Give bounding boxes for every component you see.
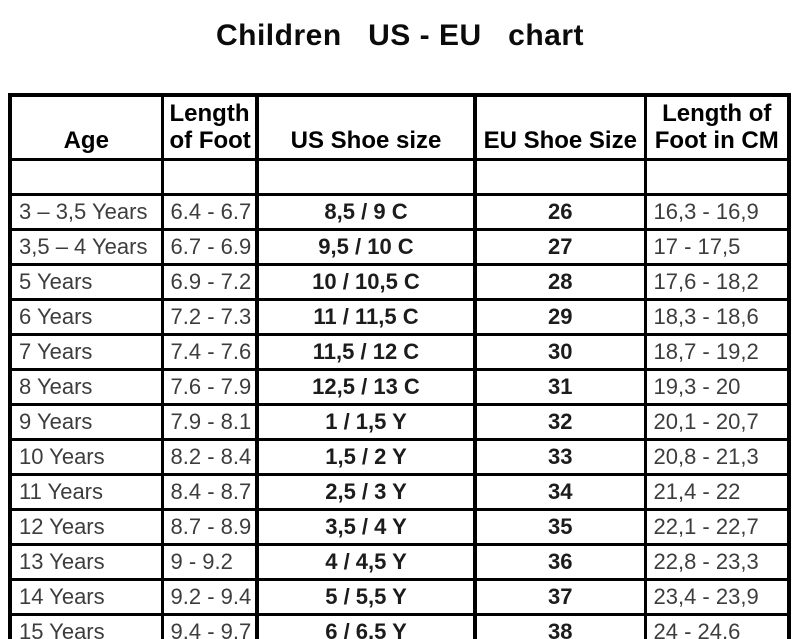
page-title: Children US - EU chart <box>215 19 585 52</box>
cell-us-size: 11,5 / 12 C <box>255 333 477 371</box>
cell-foot-cm: 21,4 - 22 <box>643 473 791 511</box>
cell-us-size: 5 / 5,5 Y <box>255 578 477 616</box>
cell-foot-cm: 18,3 - 18,6 <box>643 298 791 336</box>
cell-us-size: 8,5 / 9 C <box>255 193 477 231</box>
cell-foot-length: 9 - 9.2 <box>160 543 259 581</box>
cell-age: 15 Years <box>8 613 164 639</box>
size-chart-table: Age Length of Foot US Shoe size EU Shoe … <box>8 93 791 639</box>
table-row: 11 Years 8.4 - 8.7 2,5 / 3 Y 34 21,4 - 2… <box>8 473 791 511</box>
cell-us-size: 2,5 / 3 Y <box>255 473 477 511</box>
cell-foot-length: 7.2 - 7.3 <box>160 298 259 336</box>
cell-foot-cm: 17,6 - 18,2 <box>643 263 791 301</box>
cell-foot-cm: 22,1 - 22,7 <box>643 508 791 546</box>
table-row: 9 Years 7.9 - 8.1 1 / 1,5 Y 32 20,1 - 20… <box>8 403 791 441</box>
cell-foot-length: 7.4 - 7.6 <box>160 333 259 371</box>
column-header-foot-cm: Length of Foot in CM <box>643 93 791 161</box>
cell-us-size: 6 / 6,5 Y <box>255 613 477 639</box>
column-header-foot-length: Length of Foot <box>160 93 259 161</box>
table-row: 3,5 – 4 Years 6.7 - 6.9 9,5 / 10 C 27 17… <box>8 228 791 266</box>
cell-foot-length: 8.7 - 8.9 <box>160 508 259 546</box>
cell-eu-size: 38 <box>473 613 647 639</box>
spacer-cell <box>473 158 647 196</box>
cell-foot-length: 7.9 - 8.1 <box>160 403 259 441</box>
table-row: 8 Years 7.6 - 7.9 12,5 / 13 C 31 19,3 - … <box>8 368 791 406</box>
cell-age: 5 Years <box>8 263 164 301</box>
spacer-row <box>8 158 791 196</box>
cell-eu-size: 29 <box>473 298 647 336</box>
table-row: 6 Years 7.2 - 7.3 11 / 11,5 C 29 18,3 - … <box>8 298 791 336</box>
column-header-us-size: US Shoe size <box>255 93 477 161</box>
cell-foot-length: 9.4 - 9.7 <box>160 613 259 639</box>
cell-foot-length: 6.9 - 7.2 <box>160 263 259 301</box>
cell-age: 8 Years <box>8 368 164 406</box>
cell-us-size: 11 / 11,5 C <box>255 298 477 336</box>
header-row: Age Length of Foot US Shoe size EU Shoe … <box>8 93 791 161</box>
cell-foot-length: 6.7 - 6.9 <box>160 228 259 266</box>
cell-foot-cm: 19,3 - 20 <box>643 368 791 406</box>
column-header-age: Age <box>8 93 164 161</box>
cell-us-size: 3,5 / 4 Y <box>255 508 477 546</box>
cell-eu-size: 30 <box>473 333 647 371</box>
cell-eu-size: 34 <box>473 473 647 511</box>
cell-foot-cm: 17 - 17,5 <box>643 228 791 266</box>
cell-eu-size: 35 <box>473 508 647 546</box>
cell-age: 12 Years <box>8 508 164 546</box>
cell-age: 14 Years <box>8 578 164 616</box>
cell-age: 10 Years <box>8 438 164 476</box>
cell-foot-cm: 20,1 - 20,7 <box>643 403 791 441</box>
cell-us-size: 10 / 10,5 C <box>255 263 477 301</box>
cell-us-size: 12,5 / 13 C <box>255 368 477 406</box>
spacer-cell <box>160 158 259 196</box>
table-row: 15 Years 9.4 - 9.7 6 / 6,5 Y 38 24 - 24,… <box>8 613 791 639</box>
table-row: 12 Years 8.7 - 8.9 3,5 / 4 Y 35 22,1 - 2… <box>8 508 791 546</box>
cell-eu-size: 31 <box>473 368 647 406</box>
table-row: 7 Years 7.4 - 7.6 11,5 / 12 C 30 18,7 - … <box>8 333 791 371</box>
cell-foot-cm: 20,8 - 21,3 <box>643 438 791 476</box>
cell-foot-length: 6.4 - 6.7 <box>160 193 259 231</box>
table-row: 13 Years 9 - 9.2 4 / 4,5 Y 36 22,8 - 23,… <box>8 543 791 581</box>
cell-eu-size: 32 <box>473 403 647 441</box>
cell-foot-cm: 18,7 - 19,2 <box>643 333 791 371</box>
spacer-cell <box>255 158 477 196</box>
cell-age: 6 Years <box>8 298 164 336</box>
cell-foot-cm: 23,4 - 23,9 <box>643 578 791 616</box>
cell-us-size: 1,5 / 2 Y <box>255 438 477 476</box>
cell-age: 3,5 – 4 Years <box>8 228 164 266</box>
cell-eu-size: 37 <box>473 578 647 616</box>
cell-age: 9 Years <box>8 403 164 441</box>
cell-foot-length: 7.6 - 7.9 <box>160 368 259 406</box>
cell-age: 13 Years <box>8 543 164 581</box>
table-row: 14 Years 9.2 - 9.4 5 / 5,5 Y 37 23,4 - 2… <box>8 578 791 616</box>
table-row: 5 Years 6.9 - 7.2 10 / 10,5 C 28 17,6 - … <box>8 263 791 301</box>
cell-age: 3 – 3,5 Years <box>8 193 164 231</box>
cell-eu-size: 28 <box>473 263 647 301</box>
cell-eu-size: 33 <box>473 438 647 476</box>
cell-foot-cm: 16,3 - 16,9 <box>643 193 791 231</box>
cell-foot-length: 8.2 - 8.4 <box>160 438 259 476</box>
cell-age: 7 Years <box>8 333 164 371</box>
cell-us-size: 1 / 1,5 Y <box>255 403 477 441</box>
spacer-cell <box>643 158 791 196</box>
cell-foot-cm: 24 - 24,6 <box>643 613 791 639</box>
cell-foot-length: 8.4 - 8.7 <box>160 473 259 511</box>
table-row: 3 – 3,5 Years 6.4 - 6.7 8,5 / 9 C 26 16,… <box>8 193 791 231</box>
cell-eu-size: 27 <box>473 228 647 266</box>
cell-eu-size: 26 <box>473 193 647 231</box>
cell-foot-length: 9.2 - 9.4 <box>160 578 259 616</box>
column-header-eu-size: EU Shoe Size <box>473 93 647 161</box>
table-row: 10 Years 8.2 - 8.4 1,5 / 2 Y 33 20,8 - 2… <box>8 438 791 476</box>
cell-us-size: 4 / 4,5 Y <box>255 543 477 581</box>
cell-foot-cm: 22,8 - 23,3 <box>643 543 791 581</box>
cell-eu-size: 36 <box>473 543 647 581</box>
cell-age: 11 Years <box>8 473 164 511</box>
spacer-cell <box>8 158 164 196</box>
cell-us-size: 9,5 / 10 C <box>255 228 477 266</box>
